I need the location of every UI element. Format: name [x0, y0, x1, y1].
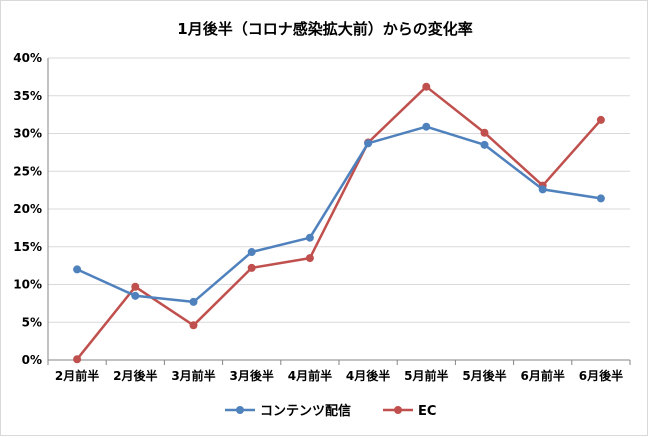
data-point	[189, 297, 198, 306]
x-tick-label: 5月後半	[462, 368, 506, 383]
legend-marker	[394, 406, 403, 414]
data-point	[247, 248, 256, 257]
series-layer	[73, 82, 605, 364]
data-point	[596, 115, 605, 124]
data-point	[480, 128, 489, 137]
y-axis-tick-labels: 0% 5% 10% 15% 20% 25% 30% 35% 40%	[13, 51, 42, 367]
data-point	[422, 122, 431, 131]
data-point	[131, 291, 140, 300]
gridlines	[48, 57, 630, 323]
y-tick-label: 0%	[22, 353, 42, 367]
data-point	[480, 140, 489, 149]
data-point	[73, 355, 82, 364]
legend-label: EC	[418, 404, 436, 419]
y-tick-label: 15%	[13, 240, 42, 254]
series-line	[76, 85, 602, 360]
data-point	[189, 321, 198, 330]
legend-label: コンテンツ配信	[260, 403, 351, 419]
y-tick-label: 10%	[13, 278, 42, 292]
x-tick-label: 6月後半	[579, 368, 623, 383]
x-tick-label: 4月前半	[288, 368, 332, 383]
legend: コンテンツ配信 EC	[225, 403, 436, 419]
data-point	[538, 185, 547, 194]
y-tick-label: 5%	[22, 315, 42, 329]
x-tick-label: 2月前半	[55, 368, 99, 383]
data-point	[364, 139, 373, 148]
x-tick-label: 3月前半	[171, 368, 215, 383]
x-tick-label: 5月前半	[404, 368, 448, 383]
data-point	[596, 194, 605, 203]
data-point	[422, 82, 431, 91]
x-tick-label: 2月後半	[113, 368, 157, 383]
data-point	[131, 282, 140, 291]
x-tick-label: 6月前半	[521, 368, 565, 383]
data-point	[305, 233, 314, 242]
x-axis-tick-labels: 2月前半 2月後半 3月前半 3月後半 4月前半 4月後半 5月前半 5月後半 6月前半 6月後半	[55, 368, 623, 383]
legend-marker	[236, 406, 244, 414]
data-point	[305, 254, 314, 263]
x-tick-label: 4月後半	[346, 368, 390, 383]
series-line	[76, 125, 602, 304]
x-tick-label: 3月後半	[230, 368, 274, 383]
y-tick-label: 25%	[13, 164, 42, 178]
data-point	[247, 263, 256, 272]
chart-title: 1月後半（コロナ感染拡大前）からの変化率	[177, 20, 472, 38]
y-tick-label: 20%	[13, 202, 42, 216]
data-point	[73, 265, 82, 274]
axes	[47, 58, 631, 365]
y-tick-label: 30%	[13, 127, 42, 141]
y-tick-label: 40%	[13, 51, 42, 65]
y-tick-label: 35%	[13, 89, 42, 103]
